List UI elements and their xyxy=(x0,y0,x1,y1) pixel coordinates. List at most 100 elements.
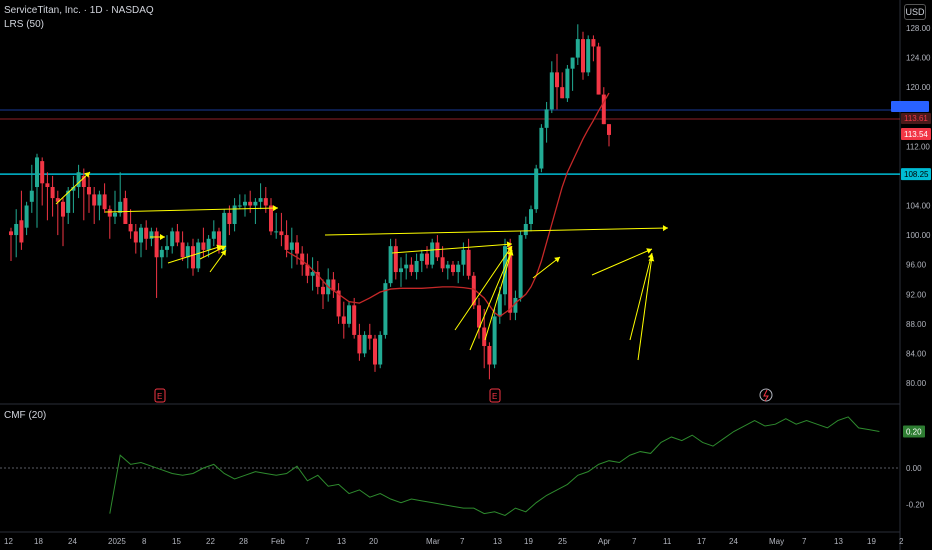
candle-body xyxy=(232,205,237,224)
candle-body xyxy=(206,238,211,250)
trendline xyxy=(484,249,513,341)
candle-body xyxy=(81,175,86,188)
blue-level-badge xyxy=(891,101,929,112)
candle-body xyxy=(248,201,253,206)
price-tick-label: 84.00 xyxy=(906,349,927,358)
level-badge-108 xyxy=(901,168,931,181)
trendline xyxy=(591,248,653,276)
candle-body xyxy=(336,290,341,317)
candle-body xyxy=(477,305,481,328)
candle-body xyxy=(191,246,195,269)
time-tick-label: 8 xyxy=(142,537,147,546)
candle-body xyxy=(305,264,310,276)
time-tick-label: 25 xyxy=(558,537,567,546)
candle-body xyxy=(383,283,388,335)
candle-body xyxy=(128,223,133,232)
candle-body xyxy=(243,201,247,206)
candle-body xyxy=(523,223,528,236)
price-tick-label: 120.00 xyxy=(906,83,931,92)
candle-body xyxy=(97,194,102,206)
candle-body xyxy=(461,249,466,265)
indicator-label[interactable]: LRS (50) xyxy=(4,19,45,30)
candle-body xyxy=(19,220,24,243)
trendline-arrowhead xyxy=(648,256,655,262)
time-tick-label: Feb xyxy=(271,537,285,546)
trendline xyxy=(637,255,653,361)
earnings-marker-label: E xyxy=(157,392,162,401)
candle-body xyxy=(71,187,76,191)
candle-body xyxy=(139,227,143,243)
trendline-arrowhead xyxy=(220,245,226,251)
candle-body xyxy=(14,223,19,236)
cmf-tick-label: 0.00 xyxy=(906,464,922,473)
trendline-arrowhead xyxy=(84,172,90,178)
candle-body xyxy=(419,253,424,261)
candle-body xyxy=(24,205,29,228)
candle-body xyxy=(347,305,351,324)
candle-body xyxy=(404,264,409,269)
trendline xyxy=(55,171,91,205)
candle-body xyxy=(555,72,559,88)
earnings-marker xyxy=(489,388,501,403)
price-tick-label: 88.00 xyxy=(906,320,927,329)
trendline-arrowhead xyxy=(646,248,652,254)
candle-body xyxy=(513,297,518,313)
candle-body xyxy=(222,212,227,250)
earnings-marker-label: E xyxy=(492,392,497,401)
candle-body xyxy=(175,231,180,243)
candle-body xyxy=(217,231,221,250)
candle-body xyxy=(40,161,45,184)
candle-body xyxy=(258,198,263,202)
level-badge-108-label: 108.25 xyxy=(904,170,929,179)
currency-button[interactable]: USD xyxy=(904,4,926,20)
time-tick-label: May xyxy=(769,537,784,546)
trendline-arrowhead xyxy=(272,205,278,212)
candle-body xyxy=(159,249,164,258)
candle-body xyxy=(113,212,117,217)
candle-body xyxy=(414,260,419,273)
candle-body xyxy=(279,231,284,236)
candle-body xyxy=(289,242,294,250)
candle-body xyxy=(201,242,206,250)
candle-body xyxy=(295,242,299,254)
candle-body xyxy=(274,231,279,233)
candle-body xyxy=(565,68,570,99)
candle-body xyxy=(35,157,39,188)
price-badge-113-61-label: 113.61 xyxy=(904,114,928,123)
lrs-line xyxy=(286,92,610,318)
trendline-arrowhead xyxy=(554,257,560,263)
time-tick-label: 12 xyxy=(4,537,13,546)
candle-body xyxy=(456,264,461,273)
price-badge-113-54 xyxy=(901,128,931,140)
candle-body xyxy=(300,253,305,265)
time-tick-label: 22 xyxy=(206,537,215,546)
candle-body xyxy=(482,327,487,347)
candle-body xyxy=(362,334,367,354)
candle-body xyxy=(586,39,591,73)
candle-body xyxy=(66,190,71,213)
time-tick-label: 2 xyxy=(899,537,904,546)
candle-body xyxy=(180,242,185,258)
candle-body xyxy=(534,168,539,210)
candle-body xyxy=(575,39,580,58)
candle-body xyxy=(227,212,232,224)
candle-body xyxy=(9,231,13,236)
time-tick-label: 11 xyxy=(663,537,672,546)
candle-body xyxy=(144,227,149,239)
candle-body xyxy=(269,205,273,232)
candle-body xyxy=(529,209,533,224)
cmf-tick-label: -0.20 xyxy=(906,501,925,510)
candle-body xyxy=(497,294,502,317)
time-tick-label: 24 xyxy=(729,537,738,546)
cmf-value-badge-label: 0.20 xyxy=(906,428,922,437)
candle-body xyxy=(29,190,34,202)
candle-body xyxy=(76,172,81,188)
candle-body xyxy=(591,39,596,47)
candle-body xyxy=(331,279,336,291)
candle-body xyxy=(445,264,450,269)
cmf-label[interactable]: CMF (20) xyxy=(4,410,47,421)
trendline xyxy=(104,207,279,213)
candle-body xyxy=(118,201,123,213)
